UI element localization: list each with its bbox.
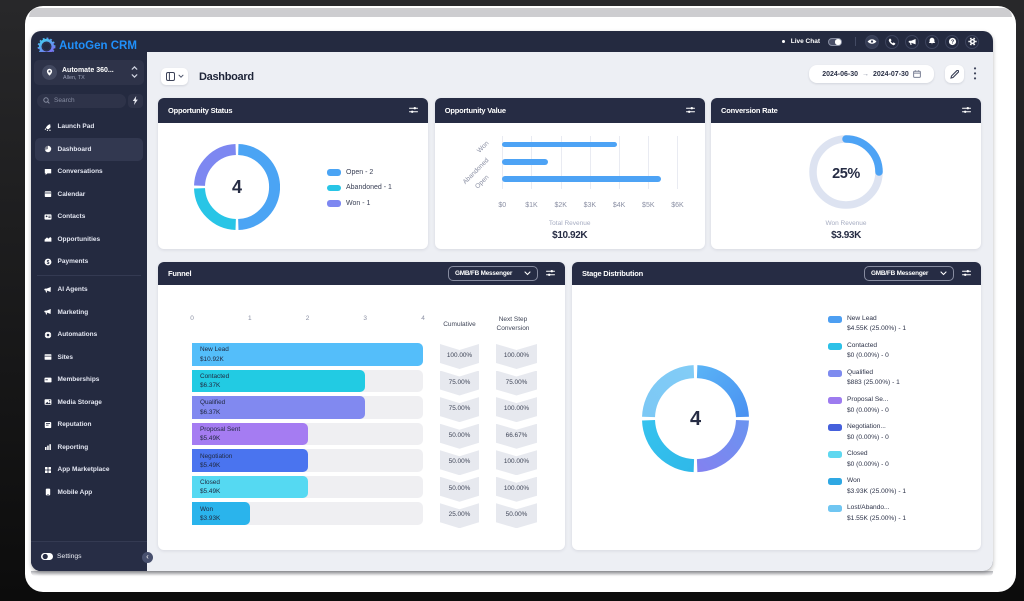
svg-text:$: $ [47,260,50,266]
svg-text:?: ? [950,39,953,45]
